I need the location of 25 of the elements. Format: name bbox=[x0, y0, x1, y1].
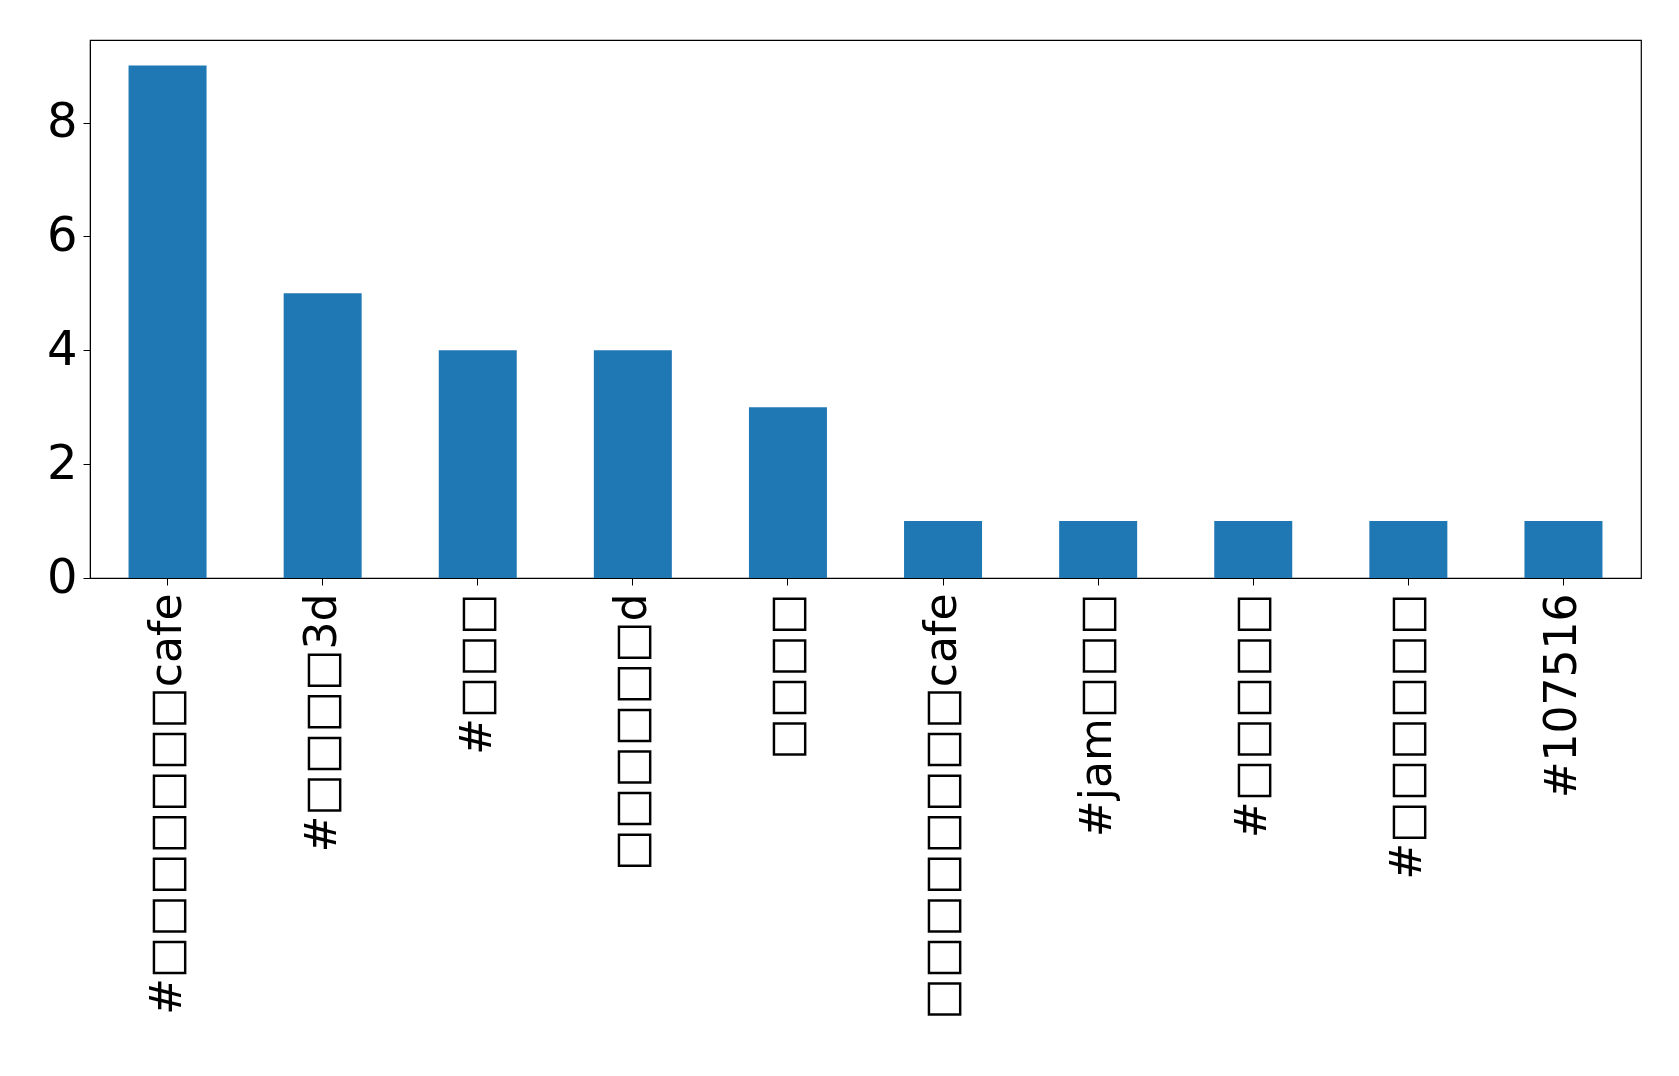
bar bbox=[128, 65, 207, 578]
x-tick-label: #□□□ bbox=[449, 593, 501, 756]
x-tick-label: #jam□□□ bbox=[1070, 593, 1122, 838]
x-tick-label: □□□□□□d bbox=[604, 593, 656, 871]
y-tick-label: 8 bbox=[46, 92, 78, 149]
bar bbox=[1214, 521, 1293, 578]
x-tick-label: #□□□□□ bbox=[1225, 593, 1277, 839]
bar bbox=[283, 293, 362, 578]
y-tick-label: 6 bbox=[46, 205, 78, 262]
bar bbox=[1524, 521, 1603, 578]
y-tick-label: 0 bbox=[46, 547, 78, 604]
bar bbox=[438, 350, 517, 578]
x-tick-label: □□□□ bbox=[759, 593, 811, 760]
bar bbox=[748, 407, 827, 578]
bar bbox=[904, 521, 983, 578]
x-tick-label: #□□□□□□ bbox=[1380, 593, 1432, 880]
x-tick-label: #□□□□□□□cafe bbox=[139, 593, 191, 1016]
x-tick-label: □□□□□□□□cafe bbox=[915, 593, 967, 1020]
x-tick-label: #107516 bbox=[1535, 593, 1587, 799]
bar bbox=[1059, 521, 1138, 578]
bar bbox=[593, 350, 672, 578]
y-tick-label: 2 bbox=[46, 433, 78, 490]
x-tick-label: #□□□□3d bbox=[294, 593, 346, 853]
y-tick-label: 4 bbox=[46, 319, 78, 376]
bar bbox=[1369, 521, 1448, 578]
